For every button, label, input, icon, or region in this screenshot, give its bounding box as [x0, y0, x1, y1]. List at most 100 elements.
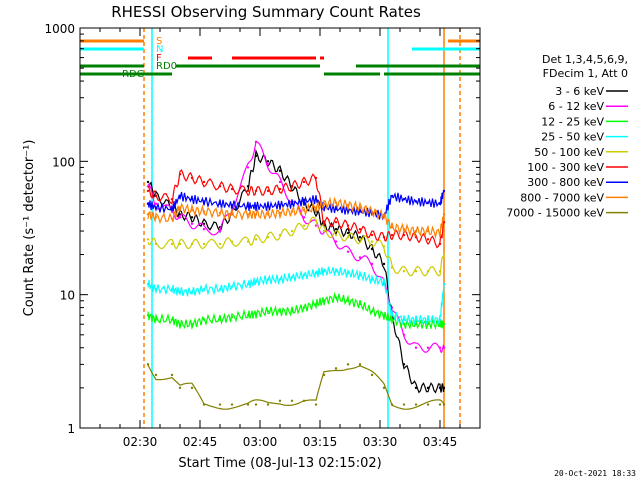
series-point-0-22 [402, 363, 406, 366]
series-point-7-20 [382, 214, 386, 218]
series-point-4-19 [370, 240, 374, 243]
series-point-8-7 [230, 403, 234, 406]
series-point-3-11 [278, 278, 282, 281]
series-point-4-10 [266, 235, 270, 239]
series-point-2-26 [442, 323, 446, 326]
legend-label-0: 3 - 6 keV [555, 85, 604, 98]
series-point-8-12 [290, 399, 294, 402]
series-point-3-4 [190, 290, 194, 294]
series-point-7-1 [154, 216, 158, 219]
series-point-8-21 [390, 403, 394, 406]
series-point-2-14 [314, 302, 318, 306]
series-point-4-0 [146, 238, 150, 241]
series-point-2-5 [202, 318, 206, 321]
series-point-3-15 [322, 269, 326, 273]
series-point-7-8 [246, 213, 250, 216]
legend-label-7: 800 - 7000 keV [520, 191, 604, 204]
series-point-4-23 [414, 269, 418, 273]
series-point-2-24 [426, 323, 430, 326]
series-point-2-25 [438, 323, 442, 326]
series-point-5-18 [358, 227, 362, 231]
series-point-7-26 [442, 213, 446, 216]
series-point-3-16 [334, 269, 338, 273]
series-point-8-20 [382, 386, 386, 390]
series-point-6-22 [402, 197, 406, 201]
series-point-8-9 [254, 403, 258, 406]
plot-frame [79, 27, 481, 429]
vertical-markers [143, 28, 461, 428]
series-point-4-1 [154, 242, 158, 246]
series-point-8-8 [246, 403, 250, 406]
legend-label-5: 100 - 300 keV [527, 161, 604, 174]
series-point-5-9 [254, 189, 258, 193]
series-point-2-18 [358, 302, 362, 306]
series-point-1-11 [278, 180, 282, 184]
legend-label-2: 12 - 25 keV [541, 115, 604, 128]
series-point-1-24 [426, 346, 430, 349]
series-point-8-24 [426, 403, 430, 406]
series-point-3-21 [390, 314, 394, 317]
legend-header-line-2: FDecim 1, Att 0 [543, 67, 628, 80]
series-point-1-23 [414, 346, 418, 349]
series-point-5-19 [370, 233, 374, 237]
series-point-7-0 [146, 213, 150, 216]
series-point-5-12 [290, 185, 294, 188]
series-point-8-15 [322, 373, 326, 377]
series-layer [146, 140, 446, 410]
series-point-6-1 [154, 206, 158, 209]
series-point-4-2 [170, 242, 174, 246]
series-point-5-4 [190, 176, 194, 180]
series-point-1-4 [190, 222, 194, 226]
series-point-3-13 [302, 273, 306, 277]
x-tick-label-1: 02:45 [183, 435, 218, 449]
series-point-7-9 [254, 213, 258, 216]
flag-label-f: F [156, 53, 162, 64]
series-point-4-26 [442, 253, 446, 256]
series-point-0-24 [426, 386, 430, 390]
series-point-7-24 [426, 229, 430, 233]
series-point-4-7 [230, 240, 234, 243]
series-point-5-6 [218, 185, 222, 188]
series-point-0-20 [382, 262, 386, 266]
series-point-7-11 [278, 211, 282, 215]
series-point-4-11 [278, 233, 282, 237]
series-point-6-5 [202, 200, 206, 203]
series-point-4-6 [218, 242, 222, 246]
series-point-1-18 [358, 256, 362, 259]
series-point-0-25 [438, 386, 442, 390]
series-point-1-1 [154, 202, 158, 206]
series-point-1-13 [302, 216, 306, 219]
series-point-8-13 [302, 399, 306, 402]
series-point-5-11 [278, 187, 282, 191]
series-point-7-22 [402, 227, 406, 231]
series-point-3-12 [290, 276, 294, 279]
series-point-7-6 [218, 211, 222, 215]
series-point-4-3 [178, 242, 182, 246]
series-point-8-16 [334, 367, 338, 370]
series-point-4-14 [314, 219, 318, 222]
series-point-6-24 [426, 201, 430, 204]
x-tick-label-0: 02:30 [123, 435, 158, 449]
series-point-0-18 [358, 235, 362, 239]
chart-title: RHESSI Observing Summary Count Rates [111, 3, 421, 21]
series-point-2-19 [370, 310, 374, 313]
series-point-2-15 [322, 299, 326, 302]
series-point-4-5 [202, 242, 206, 246]
x-tick-label-2: 03:00 [243, 435, 278, 449]
series-point-7-4 [190, 209, 194, 212]
series-point-3-7 [230, 285, 234, 288]
series-point-7-14 [314, 206, 318, 209]
series-point-1-9 [254, 140, 258, 144]
series-point-2-6 [218, 318, 222, 321]
series-point-3-5 [202, 287, 206, 291]
series-point-2-11 [278, 310, 282, 313]
series-point-8-1 [154, 373, 158, 377]
flag-label-s: S [156, 36, 162, 47]
series-point-3-22 [402, 318, 406, 321]
series-point-5-23 [414, 235, 418, 239]
series-point-7-12 [290, 210, 294, 213]
series-point-0-10 [266, 160, 270, 163]
series-point-2-4 [190, 323, 194, 326]
series-point-2-8 [246, 314, 250, 317]
series-point-8-18 [358, 363, 362, 366]
